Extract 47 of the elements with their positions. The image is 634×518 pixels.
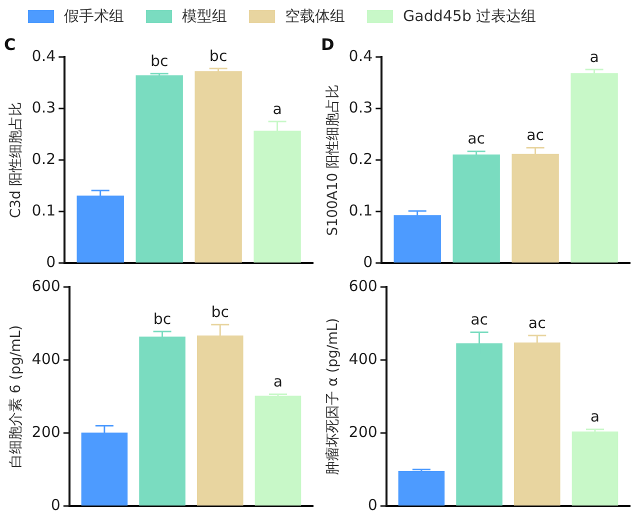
data-label: bc xyxy=(153,310,172,328)
bar xyxy=(398,470,445,506)
data-label: a xyxy=(590,48,599,66)
y-tick-label: 400 xyxy=(348,350,378,368)
y-tick-label: 200 xyxy=(348,422,378,441)
legend-label: 假手术组 xyxy=(64,6,124,26)
bar xyxy=(572,432,618,506)
y-tick-label: 0.4 xyxy=(348,47,373,66)
bar xyxy=(254,396,302,506)
y-tick-label: 0.1 xyxy=(348,201,373,220)
y-tick-label: 0 xyxy=(368,496,378,514)
chart-title: D xyxy=(321,34,334,54)
legend-label: 空载体组 xyxy=(285,6,345,26)
y-axis-title: 肿瘤坏死因子 α (pg/mL) xyxy=(325,318,342,475)
legend-label: Gadd45b 过表达组 xyxy=(403,6,536,26)
y-axis-title: 白细胞介素 6 (pg/mL) xyxy=(8,325,24,468)
legend-label: 模型组 xyxy=(182,6,227,26)
y-tick-label: 0.1 xyxy=(32,201,56,220)
bar xyxy=(570,73,618,262)
y-tick-label: 0.3 xyxy=(32,98,56,117)
data-label: bc xyxy=(209,46,228,65)
bar xyxy=(194,71,242,262)
data-label: ac xyxy=(470,310,488,329)
data-label: ac xyxy=(528,314,546,332)
y-tick-label: 600 xyxy=(32,276,60,295)
bar xyxy=(452,154,500,262)
y-tick-label: 0.2 xyxy=(32,150,56,168)
bar xyxy=(136,75,183,262)
chart-title: C xyxy=(4,34,16,54)
data-label: ac xyxy=(468,130,486,148)
data-label: bc xyxy=(211,302,230,321)
y-tick-label: 0.2 xyxy=(348,150,373,168)
y-tick-label: 600 xyxy=(348,276,378,295)
data-label: bc xyxy=(150,52,168,70)
data-label: a xyxy=(272,100,282,118)
data-label: a xyxy=(590,408,600,426)
y-tick-label: 0 xyxy=(46,252,56,271)
y-tick-label: 0.4 xyxy=(32,47,56,66)
y-axis-title: C3d 阳性细胞占比 xyxy=(8,102,24,218)
y-tick-label: 0 xyxy=(50,496,60,514)
y-axis-title: S100A10 阳性细胞占比 xyxy=(325,84,342,236)
y-tick-label: 400 xyxy=(32,350,60,368)
data-label: ac xyxy=(526,126,544,144)
y-tick-label: 200 xyxy=(32,422,60,441)
data-label: a xyxy=(273,372,283,391)
y-tick-label: 0 xyxy=(363,252,373,271)
y-tick-label: 0.3 xyxy=(348,98,373,117)
